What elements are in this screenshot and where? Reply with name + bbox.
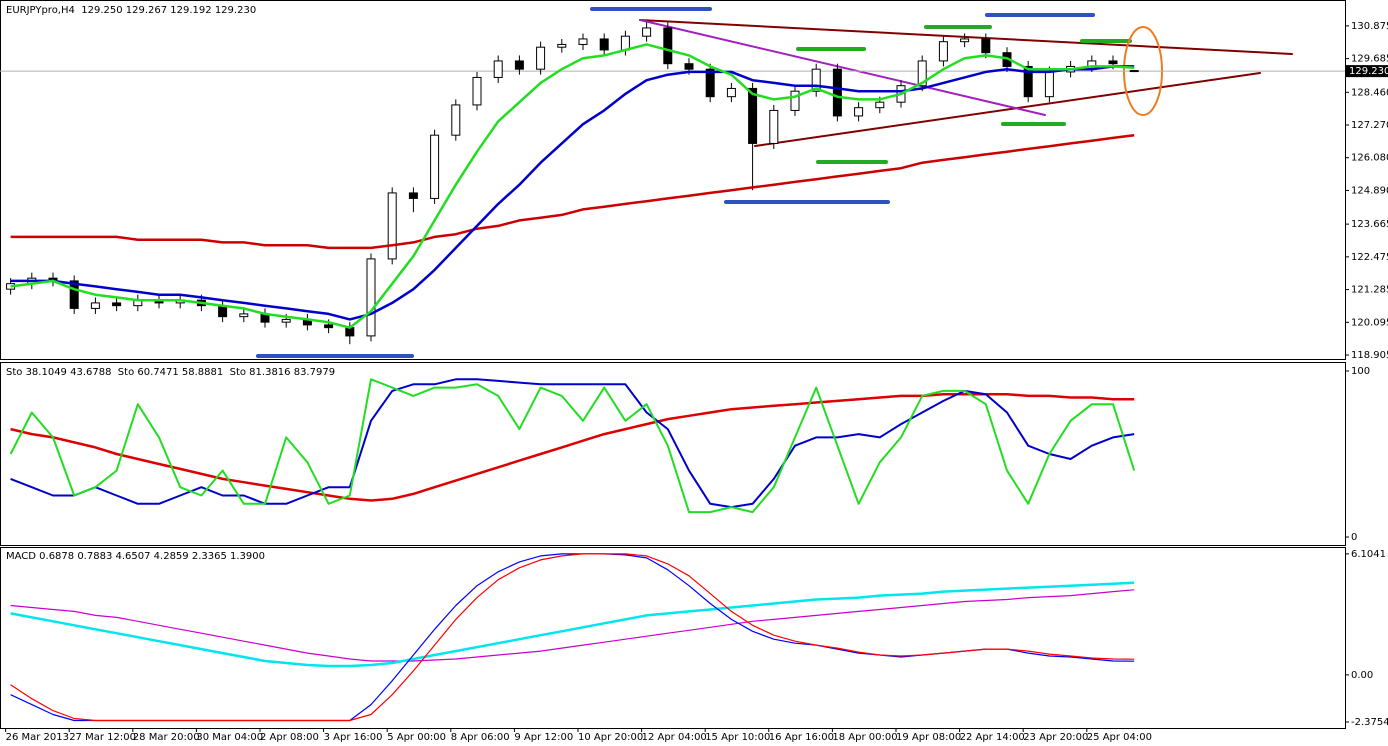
x-tick-label: 28 Mar 20:00 bbox=[133, 732, 200, 743]
candle-body bbox=[917, 60, 927, 87]
candle-body bbox=[832, 68, 842, 117]
y-tick-label: 0 bbox=[1351, 532, 1357, 543]
trend-line bbox=[754, 72, 1261, 147]
y-tick-label: 121.285 bbox=[1351, 285, 1388, 296]
candle-body bbox=[726, 87, 736, 98]
candle-body bbox=[387, 192, 397, 260]
series-line bbox=[10, 133, 1135, 250]
x-tick-label: 2 Apr 08:00 bbox=[260, 732, 319, 743]
y-tick-label: 118.905 bbox=[1351, 350, 1388, 361]
x-tick-label: 15 Apr 10:00 bbox=[705, 732, 770, 743]
candle-body bbox=[536, 46, 546, 70]
series-line bbox=[10, 553, 1135, 722]
candle-body bbox=[69, 280, 79, 309]
candle-body bbox=[493, 60, 503, 78]
candle-body bbox=[663, 27, 673, 65]
candle-body bbox=[705, 68, 715, 98]
y-tick-label: 124.890 bbox=[1351, 185, 1388, 196]
x-tick-label: 16 Apr 16:00 bbox=[769, 732, 834, 743]
candle-body bbox=[1108, 60, 1118, 65]
candle-body bbox=[684, 63, 694, 70]
x-tick-label: 18 Apr 00:00 bbox=[832, 732, 897, 743]
candle-body bbox=[938, 41, 948, 62]
series-line bbox=[10, 43, 1135, 329]
candle-body bbox=[981, 38, 991, 54]
price-frame bbox=[0, 0, 1346, 360]
x-tick-label: 8 Apr 06:00 bbox=[451, 732, 510, 743]
y-tick-label: 127.270 bbox=[1351, 120, 1388, 131]
candle-body bbox=[239, 313, 249, 318]
x-tick-label: 9 Apr 12:00 bbox=[514, 732, 573, 743]
last-price-label: 129.230 bbox=[1349, 66, 1388, 77]
candle-body bbox=[281, 318, 291, 323]
x-tick-label: 23 Apr 20:00 bbox=[1023, 732, 1088, 743]
drawn-objects bbox=[256, 7, 1293, 358]
stoch-frame bbox=[0, 362, 1346, 546]
y-tick-label: -2.3754 bbox=[1351, 717, 1388, 728]
candle-body bbox=[599, 38, 609, 51]
y-tick-label: 0.00 bbox=[1351, 670, 1373, 681]
candle-body bbox=[578, 38, 588, 45]
candle-body bbox=[875, 101, 885, 109]
candle-body bbox=[112, 302, 122, 307]
x-tick-label: 3 Apr 16:00 bbox=[324, 732, 383, 743]
x-tick-label: 27 Mar 12:00 bbox=[69, 732, 136, 743]
candle-body bbox=[960, 38, 970, 43]
candle-body bbox=[324, 324, 334, 329]
y-tick-label: 122.475 bbox=[1351, 252, 1388, 263]
y-tick-label: 126.080 bbox=[1351, 153, 1388, 164]
candle-body bbox=[748, 87, 758, 144]
candle-body bbox=[90, 302, 100, 309]
candle-body bbox=[1129, 70, 1139, 73]
trend-line bbox=[639, 19, 1293, 55]
x-tick-label: 5 Apr 00:00 bbox=[387, 732, 446, 743]
candle-body bbox=[557, 43, 567, 48]
candle-body bbox=[1044, 71, 1054, 98]
last-price-box bbox=[1346, 65, 1388, 78]
x-tick-label: 26 Mar 2013 bbox=[6, 732, 69, 743]
x-tick-label: 30 Mar 04:00 bbox=[196, 732, 263, 743]
series-line bbox=[10, 392, 1135, 502]
y-tick-label: 120.095 bbox=[1351, 317, 1388, 328]
series-line bbox=[10, 65, 1135, 321]
y-tick-label: 6.1041 bbox=[1351, 549, 1386, 560]
x-tick-label: 19 Apr 08:00 bbox=[896, 732, 961, 743]
x-tick-label: 12 Apr 04:00 bbox=[642, 732, 707, 743]
candle-body bbox=[1023, 65, 1033, 98]
series-line bbox=[10, 378, 1135, 509]
x-tick-label: 25 Apr 04:00 bbox=[1087, 732, 1152, 743]
y-tick-label: 128.460 bbox=[1351, 87, 1388, 98]
y-tick-label: 123.665 bbox=[1351, 219, 1388, 230]
candle-body bbox=[854, 107, 864, 117]
candle-body bbox=[790, 90, 800, 111]
price-header: EURJPYpro,H4 129.250 129.267 129.192 129… bbox=[6, 5, 256, 16]
y-tick-label: 129.685 bbox=[1351, 54, 1388, 65]
macd-frame bbox=[0, 547, 1346, 729]
stoch-header: Sto 38.1049 43.6788 Sto 60.7471 58.8881 … bbox=[6, 367, 335, 378]
candle-body bbox=[811, 68, 821, 92]
candle-body bbox=[472, 76, 482, 106]
candle-body bbox=[514, 60, 524, 70]
candle-body bbox=[366, 258, 376, 337]
y-tick-label: 130.875 bbox=[1351, 21, 1388, 32]
candle-body bbox=[408, 192, 418, 199]
series-line bbox=[10, 581, 1135, 668]
x-tick-label: 22 Apr 14:00 bbox=[960, 732, 1025, 743]
x-tick-label: 10 Apr 20:00 bbox=[578, 732, 643, 743]
trend-line bbox=[639, 19, 1046, 116]
y-tick-label: 100 bbox=[1351, 366, 1370, 377]
candle-body bbox=[430, 134, 440, 199]
candle-body bbox=[769, 109, 779, 144]
candle-body bbox=[642, 27, 652, 37]
panel-frames bbox=[0, 0, 1346, 729]
series-line bbox=[10, 589, 1135, 662]
candle-body bbox=[620, 35, 630, 51]
candle-body bbox=[451, 104, 461, 136]
macd-header: MACD 0.6878 0.7883 4.6507 4.2859 2.3365 … bbox=[6, 551, 265, 562]
series-line bbox=[9, 378, 1136, 514]
